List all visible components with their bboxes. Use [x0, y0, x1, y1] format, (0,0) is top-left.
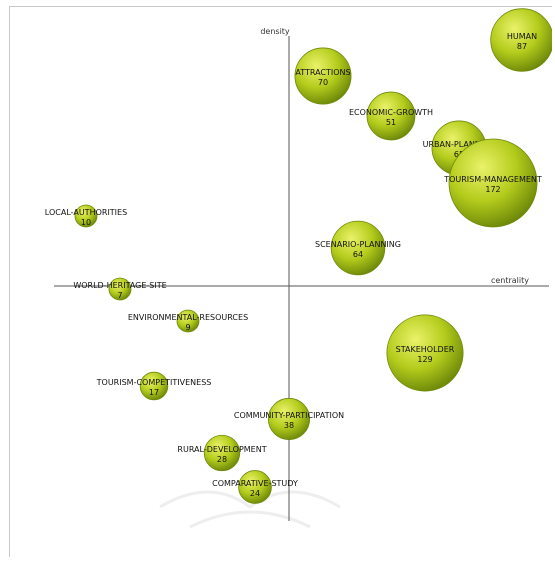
- bubble-count: 17: [149, 388, 159, 397]
- bubble-label: SCENARIO-PLANNING: [315, 240, 401, 249]
- bubble-circle: [139, 371, 169, 401]
- bubble-count: 172: [485, 185, 500, 194]
- bubble-label: STAKEHOLDER: [396, 345, 455, 354]
- bubble-circle: [330, 220, 386, 276]
- bubble-count: 24: [250, 489, 260, 498]
- bubble-label: TOURISM-MANAGEMENT: [443, 175, 542, 184]
- bubble-count: 38: [284, 421, 294, 430]
- bubble-label: HUMAN: [507, 32, 537, 41]
- bubble-label: WORLD-HERITAGE-SITE: [73, 281, 166, 290]
- bubble-label: ENVIRONMENTAL-RESOURCES: [128, 313, 248, 322]
- bubble-circle: [267, 397, 311, 441]
- bubble-count: 7: [117, 291, 122, 300]
- chart-frame: centrality density HUMAN 87 ATTRACTIONS 70 E…: [9, 6, 552, 557]
- bubble-label: URBAN-PLANNING: [423, 140, 496, 149]
- bubble-count: 129: [417, 355, 432, 364]
- bubble-label: COMMUNITY-PARTICIPATION: [234, 411, 344, 420]
- bubble-circle: [490, 8, 552, 72]
- bubble-count: 70: [318, 78, 328, 87]
- bubble-circle: [238, 470, 272, 504]
- watermark-shape: [159, 490, 341, 529]
- y-axis-label: density: [260, 27, 290, 36]
- bubble-circle: [448, 138, 538, 228]
- bubble-label: ATTRACTIONS: [295, 68, 350, 77]
- bubble-count: 87: [517, 42, 527, 51]
- bubble-count: 28: [217, 455, 227, 464]
- bubble-count: 51: [386, 118, 396, 127]
- bubble-count: 10: [81, 218, 91, 227]
- bubble-label: COMPARATIVE-STUDY: [212, 479, 298, 488]
- bubble-layer: HUMAN87ATTRACTIONS70ECONOMIC-GROWTH51URB…: [45, 8, 552, 504]
- bubble-circle: [176, 309, 200, 333]
- bubble-label: LOCAL-AUTHORITIES: [45, 208, 127, 217]
- bubble-circle: [108, 277, 132, 301]
- bubble-circle: [74, 204, 98, 228]
- bubble-label: TOURISM-COMPETITIVENESS: [96, 378, 212, 387]
- bubble-label: ECONOMIC-GROWTH: [349, 108, 433, 117]
- strategic-diagram: centrality density HUMAN87ATTRACTIONS70E…: [45, 8, 552, 529]
- bubble-count: 64: [353, 250, 363, 259]
- x-axis-label: centrality: [491, 276, 529, 285]
- bubble-circle: [203, 434, 241, 472]
- bubble-circle: [386, 314, 464, 392]
- axes: centrality density: [54, 27, 549, 521]
- bubble-label: RURAL-DEVELOPMENT: [177, 445, 266, 454]
- bubble-circle: [294, 47, 352, 105]
- bubble-circle: [366, 91, 416, 141]
- bubble-count: 9: [185, 323, 190, 332]
